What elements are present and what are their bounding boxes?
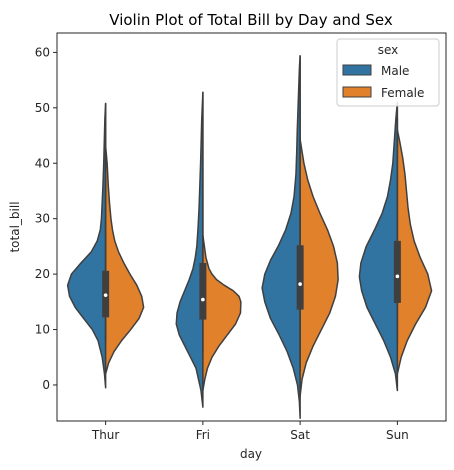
median-dot-sat [298, 282, 302, 286]
legend-swatch-male [342, 64, 372, 76]
x-axis: Thur Fri Sat Sun [91, 421, 409, 442]
y-tick-label: 0 [42, 378, 50, 392]
y-tick-label: 40 [35, 156, 50, 170]
y-axis-label: total_bill [8, 201, 22, 252]
violin-male-sun [358, 101, 399, 392]
boxes-group [102, 55, 401, 368]
y-tick-label: 10 [35, 323, 50, 337]
y-tick-label: 20 [35, 267, 50, 281]
iqr-box-sun [393, 240, 401, 303]
legend-title: sex [378, 43, 399, 57]
median-dot-fri [201, 297, 205, 302]
legend-label-female: Female [381, 86, 424, 100]
legend-label-male: Male [381, 64, 409, 78]
y-tick-label: 60 [35, 45, 50, 59]
median-dot-thur [103, 293, 108, 297]
violin-female-sun [396, 129, 433, 375]
y-axis: 0 10 20 30 40 50 60 [35, 45, 57, 392]
legend: sex Male Female [336, 38, 440, 107]
x-tick-label: Sat [290, 428, 310, 442]
violin-male-sat [261, 54, 301, 419]
violin-female-thur [104, 145, 145, 375]
y-tick-label: 50 [35, 101, 50, 115]
violins-group [66, 54, 433, 419]
iqr-box-fri [199, 263, 207, 320]
legend-swatch-female [342, 86, 372, 98]
iqr-box-sat [296, 245, 304, 310]
x-tick-label: Sun [386, 428, 409, 442]
x-axis-label: day [240, 447, 262, 461]
y-tick-label: 30 [35, 212, 50, 226]
median-dot-sun [395, 274, 400, 279]
chart-title: Violin Plot of Total Bill by Day and Sex [109, 11, 393, 29]
x-tick-label: Fri [196, 428, 210, 442]
violin-male-fri [175, 91, 204, 408]
x-tick-label: Thur [91, 428, 120, 442]
violin-female-sat [299, 138, 339, 397]
plot-frame [56, 32, 447, 422]
violin-female-fri [202, 234, 242, 392]
violin-male-thur [66, 102, 107, 389]
